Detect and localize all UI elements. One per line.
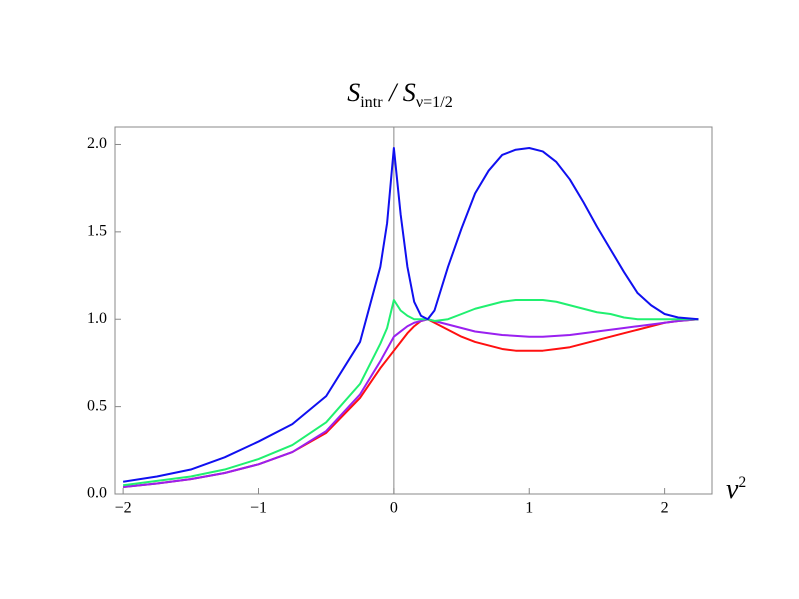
title-part: / S [383, 78, 416, 107]
y-tick-label: 0.5 [87, 397, 107, 414]
title-part: intr [360, 94, 383, 111]
x_label-part: 2 [738, 474, 746, 491]
x-tick-label: 0 [390, 500, 398, 517]
x-tick-label: −2 [115, 500, 132, 517]
plot-frame [114, 126, 713, 495]
title-part: S [347, 78, 360, 107]
x-tick-label: 2 [661, 500, 669, 517]
data-line [123, 318, 699, 489]
x_label-part: ν [726, 474, 739, 505]
title-part: ν=1/2 [416, 94, 453, 111]
y-tick-label: 1.5 [87, 223, 107, 240]
data-line [122, 146, 699, 483]
y-tick-label: 2.0 [87, 135, 107, 152]
x-tick-label: 1 [525, 500, 533, 517]
data-line [122, 299, 699, 487]
chart-title: Sintr / Sν=1/2 [347, 78, 453, 111]
y-tick-label: 1.0 [87, 310, 107, 327]
y-tick-label: 0.0 [87, 485, 107, 502]
x-axis-label: ν2 [726, 474, 746, 505]
data-line [123, 318, 699, 489]
x-tick-label: −1 [250, 500, 267, 517]
